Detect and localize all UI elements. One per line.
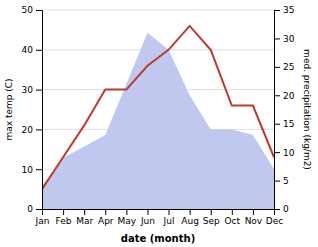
tick-mark bbox=[274, 95, 280, 96]
tick: May bbox=[118, 209, 137, 226]
tick-label: 25 bbox=[283, 62, 294, 72]
axis-line bbox=[36, 11, 43, 210]
axis-line bbox=[43, 210, 275, 216]
tick: 40 bbox=[22, 45, 42, 55]
tick-label: Aug bbox=[181, 216, 199, 226]
temp-line bbox=[42, 26, 274, 189]
tick-mark bbox=[169, 209, 170, 215]
tick-mark bbox=[274, 38, 280, 39]
tick-mark bbox=[253, 209, 254, 215]
tick-label: Mar bbox=[76, 216, 93, 226]
tick: 35 bbox=[274, 5, 294, 15]
axis-line bbox=[275, 11, 281, 210]
marks bbox=[42, 26, 274, 209]
tick-label: Feb bbox=[56, 216, 72, 226]
tick: Dec bbox=[266, 209, 283, 226]
tick: 30 bbox=[274, 34, 295, 44]
tick-mark bbox=[36, 169, 42, 170]
tick: 0 bbox=[27, 204, 42, 214]
tick-label: 30 bbox=[283, 34, 295, 44]
tick: 0 bbox=[274, 204, 289, 214]
tick-label: 40 bbox=[22, 45, 34, 55]
tick-label: 50 bbox=[22, 5, 34, 15]
tick-mark bbox=[147, 209, 148, 215]
tick-label: Jun bbox=[140, 216, 155, 226]
tick-mark bbox=[190, 209, 191, 215]
tick-mark bbox=[63, 209, 64, 215]
tick-mark bbox=[274, 67, 280, 68]
plot-area: JanFebMarAprMayJunJulAugSepOctNovDec0102… bbox=[22, 5, 295, 226]
y-axis-title: max temp (C) bbox=[4, 78, 14, 140]
tick: Jan bbox=[35, 209, 50, 226]
y-axis: 0 10 20 30 40 50 bbox=[22, 5, 43, 214]
tick-mark bbox=[36, 90, 42, 91]
chart: JanFebMarAprMayJunJulAugSepOctNovDec0102… bbox=[0, 0, 318, 247]
tick-label: Oct bbox=[225, 216, 241, 226]
tick-mark bbox=[36, 209, 42, 210]
tick: 10 bbox=[274, 148, 295, 158]
tick-label: Dec bbox=[266, 216, 283, 226]
x-axis: Jan Feb Mar Apr MayJun Jul Aug Sep Oct NovDec bbox=[35, 209, 284, 226]
tick: Mar bbox=[76, 209, 93, 226]
precip-area bbox=[42, 33, 274, 209]
tick-label: 0 bbox=[283, 204, 289, 214]
tick: 10 bbox=[22, 165, 42, 175]
grid-line bbox=[42, 10, 274, 11]
tick: 25 bbox=[274, 62, 294, 72]
tick-label: Jul bbox=[163, 216, 175, 226]
tick-label: Jan bbox=[35, 216, 50, 226]
tick-mark bbox=[36, 129, 42, 130]
x-axis-title: date (month) bbox=[121, 233, 195, 244]
tick-mark bbox=[211, 209, 212, 215]
tick: Aug bbox=[181, 209, 199, 226]
tick: 15 bbox=[274, 119, 294, 129]
tick: 50 bbox=[22, 5, 42, 15]
tick-label: 20 bbox=[22, 125, 34, 135]
tick-mark bbox=[36, 10, 42, 11]
tick: 20 bbox=[22, 125, 42, 135]
tick-mark bbox=[232, 209, 233, 215]
tick-mark bbox=[126, 209, 127, 215]
tick: Sep bbox=[203, 209, 220, 226]
tick-mark bbox=[274, 124, 280, 125]
tick-mark bbox=[36, 50, 42, 51]
tick: Feb bbox=[56, 209, 72, 226]
tick-mark bbox=[105, 209, 106, 215]
tick: Nov bbox=[245, 209, 263, 226]
tick-label: Nov bbox=[245, 216, 263, 226]
tick-label: 5 bbox=[283, 176, 289, 186]
tick-mark bbox=[274, 209, 280, 210]
tick-label: 10 bbox=[283, 148, 295, 158]
tick: Apr bbox=[98, 209, 114, 226]
tick-label: 20 bbox=[283, 91, 295, 101]
tick: Jul bbox=[163, 209, 175, 226]
tick-label: 15 bbox=[283, 119, 294, 129]
tick-label: Sep bbox=[203, 216, 220, 226]
y2-axis: 0 5 10 15 20 25 30 35 bbox=[274, 5, 295, 214]
tick: 30 bbox=[22, 85, 42, 95]
tick-mark bbox=[274, 10, 280, 11]
tick-label: Apr bbox=[98, 216, 114, 226]
tick: Oct bbox=[225, 209, 241, 226]
tick: 5 bbox=[274, 176, 289, 186]
tick-label: 35 bbox=[283, 5, 294, 15]
tick-mark bbox=[274, 152, 280, 153]
tick-mark bbox=[84, 209, 85, 215]
tick-label: 0 bbox=[27, 204, 33, 214]
tick-label: May bbox=[118, 216, 137, 226]
tick-label: 30 bbox=[22, 85, 34, 95]
y2-axis-title: med. precipitation (kg/m2) bbox=[302, 49, 312, 170]
tick: Jun bbox=[140, 209, 155, 226]
tick-mark bbox=[274, 181, 280, 182]
tick: 20 bbox=[274, 91, 295, 101]
grid bbox=[42, 10, 274, 209]
tick-label: 10 bbox=[22, 165, 34, 175]
